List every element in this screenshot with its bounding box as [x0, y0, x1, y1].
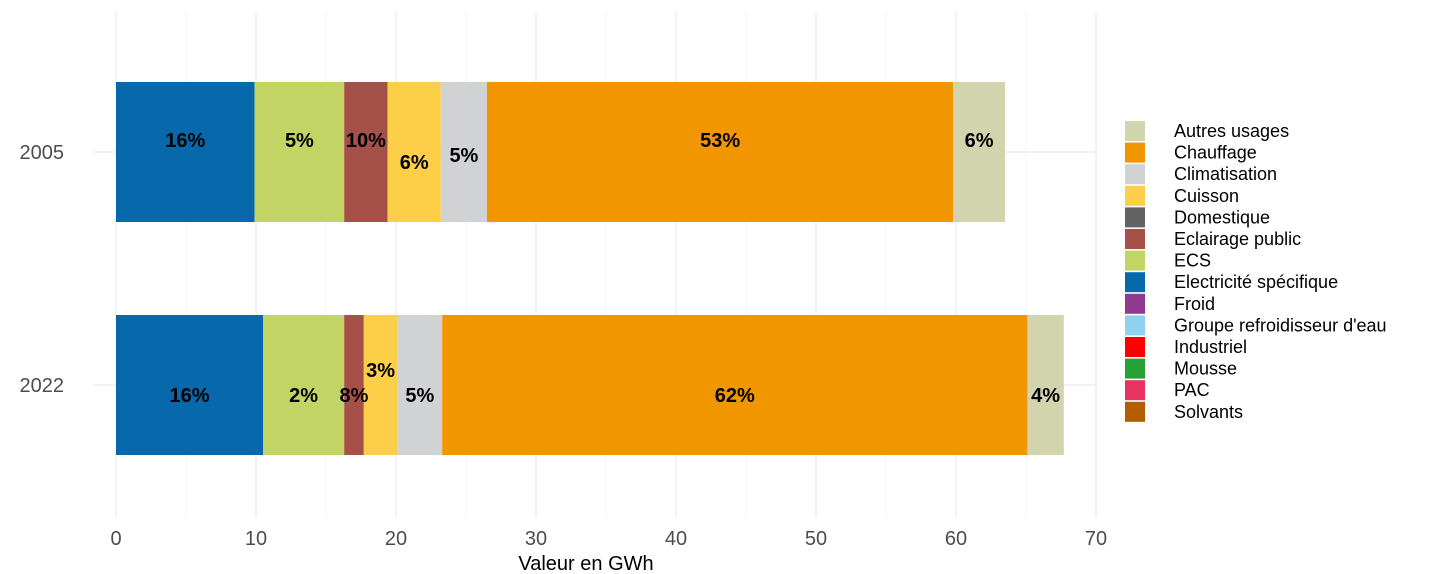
- legend-key: [1125, 380, 1145, 401]
- bar-segment-2022: [363, 315, 398, 455]
- legend-key: [1125, 164, 1145, 185]
- legend-key: [1125, 121, 1145, 141]
- bar-segment-2022: [116, 315, 263, 455]
- segment-label: 2%: [289, 385, 318, 407]
- x-tick-label: 60: [945, 528, 967, 550]
- legend-key: [1125, 272, 1145, 293]
- y-tick-label: 2022: [20, 375, 65, 397]
- segment-label: 62%: [715, 385, 755, 407]
- x-tick-label: 20: [385, 528, 407, 550]
- legend-key: [1125, 337, 1145, 357]
- bar-segment-2005: [953, 82, 1005, 222]
- segment-labels: 16% 5% 10% 6% 5% 53% 6% 16% 2% 8% 3% 5% 62% 4%: [165, 130, 1060, 407]
- segment-label: 6%: [965, 130, 994, 152]
- bars: [116, 82, 1064, 455]
- x-tick-label: 70: [1085, 528, 1107, 550]
- legend-label: Cuisson: [1174, 186, 1239, 206]
- legend-label: Climatisation: [1174, 164, 1277, 184]
- legend-label: Solvants: [1174, 402, 1243, 422]
- segment-label: 16%: [165, 130, 205, 152]
- legend-label: Industriel: [1174, 337, 1247, 357]
- x-tick-label: 30: [525, 528, 547, 550]
- bar-segment-2005: [116, 82, 255, 222]
- legend-key: [1125, 185, 1145, 206]
- segment-label: 5%: [449, 145, 478, 167]
- y-axis: 2005 2022: [20, 142, 65, 397]
- segment-label: 53%: [700, 130, 740, 152]
- segment-label: 6%: [400, 152, 429, 174]
- segment-label: 5%: [285, 130, 314, 152]
- segment-label: 10%: [346, 130, 386, 152]
- bar-segment-2022: [442, 315, 1028, 455]
- legend-label: Domestique: [1174, 207, 1270, 227]
- bar-segment-2022: [1027, 315, 1064, 455]
- segment-label: 4%: [1031, 385, 1060, 407]
- legend-label: Eclairage public: [1174, 229, 1301, 249]
- segment-label: 5%: [405, 385, 434, 407]
- legend-label: Froid: [1174, 294, 1215, 314]
- legend-key: [1125, 358, 1145, 379]
- legend-key: [1125, 250, 1145, 271]
- segment-label: 8%: [340, 385, 369, 407]
- bar-segment-2005: [344, 82, 388, 222]
- legend-label: Electricité spécifique: [1174, 272, 1338, 292]
- bar-segment-2005: [440, 82, 487, 222]
- bar-segment-2005: [387, 82, 441, 222]
- legend-key: [1125, 315, 1145, 336]
- x-tick-label: 50: [805, 528, 827, 550]
- legend-label: ECS: [1174, 251, 1211, 271]
- x-tick-label: 0: [110, 528, 121, 550]
- x-tick-label: 40: [665, 528, 687, 550]
- bar-segment-2022: [344, 315, 364, 455]
- x-axis-title: Valeur en GWh: [518, 553, 653, 574]
- legend-key: [1125, 229, 1145, 249]
- legend-key: [1125, 401, 1145, 422]
- legend-label: Chauffage: [1174, 143, 1257, 163]
- legend-label: Groupe refroidisseur d'eau: [1174, 315, 1387, 335]
- y-tick-label: 2005: [20, 142, 65, 164]
- legend-key: [1125, 293, 1145, 314]
- x-tick-label: 10: [245, 528, 267, 550]
- legend-key: [1125, 142, 1145, 163]
- bar-segment-2022: [263, 315, 345, 455]
- segment-label: 3%: [366, 360, 395, 382]
- bar-segment-2022: [397, 315, 443, 455]
- segment-label: 16%: [169, 385, 209, 407]
- legend-label: Autres usages: [1174, 121, 1289, 141]
- bar-segment-2005: [487, 82, 954, 222]
- legend-key: [1125, 207, 1145, 228]
- legend: Autres usagesChauffageClimatisationCuiss…: [1125, 121, 1387, 422]
- legend-label: PAC: [1174, 380, 1210, 400]
- bar-segment-2005: [254, 82, 345, 222]
- legend-label: Mousse: [1174, 359, 1237, 379]
- x-axis: 0 10 20 30 40 50 60 70: [110, 528, 1107, 550]
